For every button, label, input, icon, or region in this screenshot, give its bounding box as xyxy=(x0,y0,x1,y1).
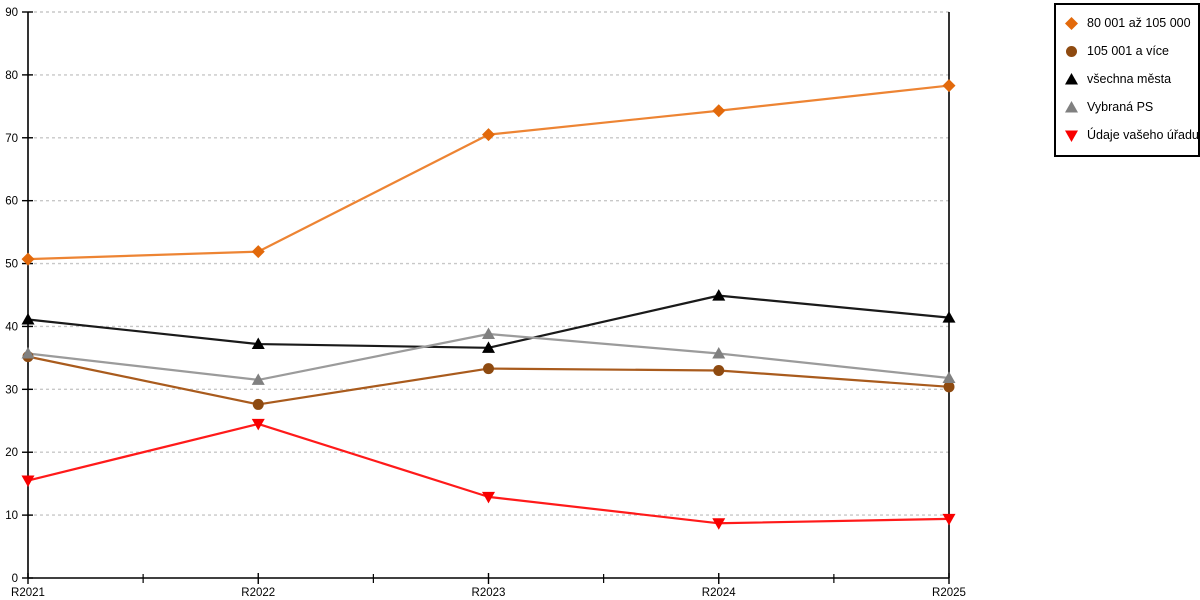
legend-label: všechna města xyxy=(1087,71,1172,86)
legend-label: 105 001 a více xyxy=(1087,43,1170,58)
y-tick-label: 70 xyxy=(5,133,18,145)
y-axis: 0 10 20 30 40 50 60 70 80 90 xyxy=(5,7,33,585)
series-line-0 xyxy=(26,84,951,261)
y-tick-label: 50 xyxy=(5,259,18,271)
y-tick-label: 60 xyxy=(5,196,18,208)
y-tick-label: 40 xyxy=(5,321,18,333)
legend-item: 80 001 až 105 000 xyxy=(1064,9,1192,37)
y-tick-label: 80 xyxy=(5,70,18,82)
legend-label: Vybraná PS xyxy=(1087,99,1154,114)
series-markers-0 xyxy=(21,79,956,266)
y-tick-label: 0 xyxy=(12,573,18,585)
series-markers-4 xyxy=(21,418,956,530)
triangle-up-icon xyxy=(1065,72,1078,84)
x-tick-label: R2021 xyxy=(11,587,45,599)
triangle-up-icon xyxy=(1065,100,1078,112)
legend-label: Údaje vašeho úřadu xyxy=(1087,127,1199,142)
legend-item: všechna města xyxy=(1064,65,1192,93)
legend-item: 105 001 a více xyxy=(1064,37,1192,65)
series-markers-1 xyxy=(22,351,955,410)
x-tick-label: R2024 xyxy=(702,587,736,599)
series-markers-2 xyxy=(21,289,956,353)
series-line-2 xyxy=(26,294,951,349)
series-markers-3 xyxy=(21,327,956,385)
gridlines xyxy=(28,11,949,516)
x-tick-label: R2023 xyxy=(472,587,506,599)
y-tick-label: 10 xyxy=(5,510,18,522)
diamond-icon xyxy=(1065,16,1078,30)
y-tick-label: 90 xyxy=(5,7,18,19)
legend: 80 001 až 105 000 105 001 a více všechna… xyxy=(1054,3,1200,157)
circle-icon xyxy=(1066,45,1077,57)
legend-label: 80 001 až 105 000 xyxy=(1087,15,1191,30)
triangle-down-icon xyxy=(1065,130,1078,142)
x-tick-label: R2025 xyxy=(932,587,966,599)
legend-item: Vybraná PS xyxy=(1064,93,1192,121)
x-axis: R2021 R2022 R2023 R2024 R2025 xyxy=(11,573,966,599)
x-tick-label: R2022 xyxy=(241,587,275,599)
y-tick-label: 30 xyxy=(5,384,18,396)
y-tick-label: 20 xyxy=(5,447,18,459)
legend-item: Údaje vašeho úřadu xyxy=(1064,121,1199,149)
series-line-4 xyxy=(26,422,951,525)
